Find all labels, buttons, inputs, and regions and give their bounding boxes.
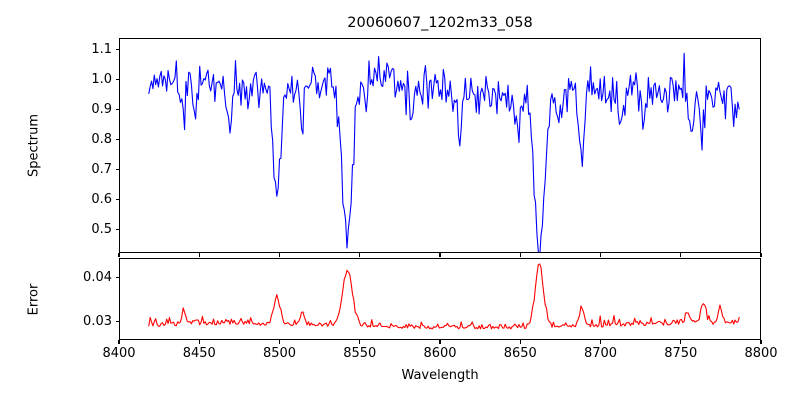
- error-ytick-mark: [115, 320, 119, 322]
- spectrum-ytick-label: 0.8: [91, 132, 112, 148]
- spectrum-axis-label: Spectrum: [26, 114, 41, 177]
- spectrum-ytick-mark: [115, 109, 119, 111]
- x-tick-mark: [599, 340, 602, 344]
- spectrum-ytick-mark: [115, 49, 119, 51]
- spectrum-ytick-label: 1.0: [91, 72, 112, 88]
- x-tick-mark: [278, 340, 281, 344]
- spectrum-ytick-mark: [115, 198, 119, 200]
- x-tick-label: 8500: [262, 346, 297, 361]
- spectrum-ytick-mark: [115, 228, 119, 230]
- x-tick-label: 8400: [102, 346, 136, 361]
- x-tick-mark: [198, 340, 200, 344]
- x-tick-mark: [760, 340, 762, 344]
- x-tick-mark: [519, 253, 521, 257]
- x-axis-label: Wavelength: [401, 368, 479, 383]
- error-data-line: [120, 259, 760, 339]
- spectrum-ytick-mark: [115, 79, 119, 81]
- x-tick-mark: [278, 253, 281, 257]
- error-ytick-label: 0.04: [83, 269, 112, 285]
- x-tick-mark: [359, 253, 361, 257]
- x-tick-mark: [599, 253, 602, 257]
- spectrum-ytick-label: 1.1: [91, 42, 112, 58]
- x-tick-label: 8750: [664, 346, 698, 361]
- spectrum-ytick-label: 0.9: [91, 102, 112, 118]
- spectrum-plot-area: [119, 38, 761, 253]
- x-tick-mark: [118, 253, 120, 257]
- x-tick-mark: [359, 340, 361, 344]
- x-tick-mark: [680, 253, 682, 257]
- spectrum-data-line: [120, 39, 760, 252]
- error-plot-area: [119, 258, 761, 340]
- spectrum-ytick-mark: [115, 168, 119, 170]
- x-tick-mark: [198, 253, 200, 257]
- x-tick-mark: [118, 340, 120, 344]
- error-ytick-label: 0.03: [83, 313, 112, 329]
- x-tick-label: 8600: [423, 346, 457, 361]
- x-tick-mark: [439, 340, 441, 344]
- x-tick-mark: [760, 253, 762, 257]
- x-tick-label: 8450: [182, 346, 216, 361]
- x-tick-mark: [680, 340, 682, 344]
- x-tick-label: 8800: [744, 346, 778, 361]
- spectrum-ytick-label: 0.7: [91, 161, 112, 177]
- x-tick-mark: [519, 340, 521, 344]
- page-title: 20060607_1202m33_058: [347, 15, 533, 31]
- x-tick-mark: [439, 253, 441, 257]
- spectrum-ytick-label: 0.5: [91, 221, 112, 237]
- spectrum-ytick-label: 0.6: [91, 191, 112, 207]
- x-tick-label: 8550: [343, 346, 377, 361]
- x-tick-label: 8650: [503, 346, 537, 361]
- error-ytick-mark: [115, 276, 119, 278]
- x-tick-label: 8700: [583, 346, 618, 361]
- spectrum-ytick-mark: [115, 138, 119, 141]
- error-axis-label: Error: [26, 283, 41, 315]
